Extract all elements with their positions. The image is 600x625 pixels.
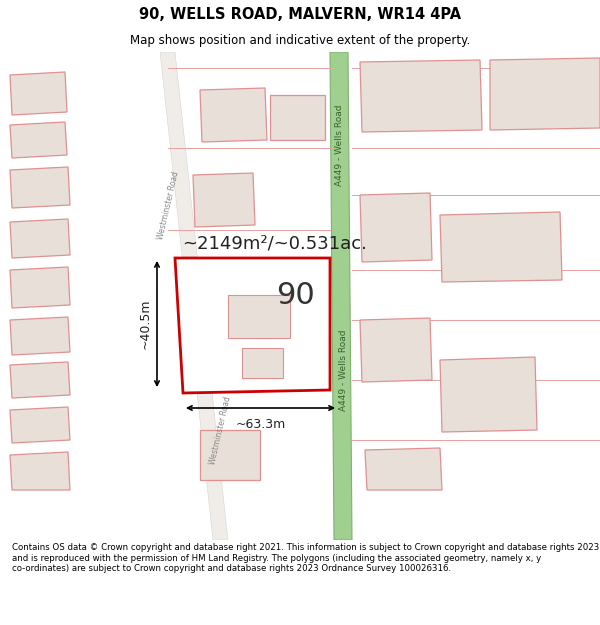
- Polygon shape: [228, 295, 290, 338]
- Polygon shape: [242, 348, 283, 378]
- Polygon shape: [440, 357, 537, 432]
- Polygon shape: [10, 267, 70, 308]
- Text: ~63.3m: ~63.3m: [235, 418, 286, 431]
- Polygon shape: [10, 407, 70, 443]
- Polygon shape: [360, 60, 482, 132]
- Polygon shape: [160, 52, 228, 540]
- Polygon shape: [10, 317, 70, 355]
- Polygon shape: [10, 72, 67, 115]
- Text: A449 - Wells Road: A449 - Wells Road: [335, 104, 343, 186]
- Text: 90: 90: [275, 281, 314, 309]
- Polygon shape: [365, 448, 442, 490]
- Polygon shape: [360, 193, 432, 262]
- Text: ~40.5m: ~40.5m: [139, 299, 152, 349]
- Text: 90, WELLS ROAD, MALVERN, WR14 4PA: 90, WELLS ROAD, MALVERN, WR14 4PA: [139, 7, 461, 22]
- Text: Contains OS data © Crown copyright and database right 2021. This information is : Contains OS data © Crown copyright and d…: [12, 543, 599, 573]
- Text: Westminster Road: Westminster Road: [156, 170, 180, 240]
- Polygon shape: [10, 167, 70, 208]
- Text: Westminster Road: Westminster Road: [208, 395, 232, 465]
- Polygon shape: [270, 95, 325, 140]
- Polygon shape: [360, 318, 432, 382]
- Polygon shape: [490, 58, 600, 130]
- Text: ~2149m²/~0.531ac.: ~2149m²/~0.531ac.: [182, 234, 367, 252]
- Polygon shape: [200, 430, 260, 480]
- Polygon shape: [10, 122, 67, 158]
- Polygon shape: [10, 362, 70, 398]
- Polygon shape: [175, 258, 330, 393]
- Polygon shape: [10, 452, 70, 490]
- Text: Map shows position and indicative extent of the property.: Map shows position and indicative extent…: [130, 34, 470, 47]
- Polygon shape: [330, 52, 352, 540]
- Text: A449 - Wells Road: A449 - Wells Road: [338, 329, 347, 411]
- Polygon shape: [200, 88, 267, 142]
- Polygon shape: [440, 212, 562, 282]
- Polygon shape: [10, 219, 70, 258]
- Polygon shape: [193, 173, 255, 227]
